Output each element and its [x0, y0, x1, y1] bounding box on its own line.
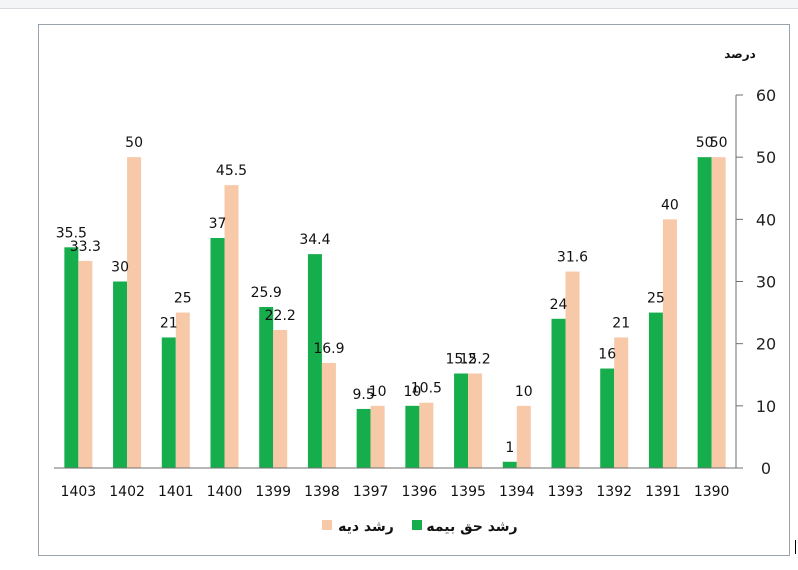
legend-layer: رشد حق بیمه رشد دیه: [322, 519, 518, 535]
bar-premium-growth: [259, 306, 274, 468]
bar-compensation-growth: [468, 373, 483, 468]
compensation-growth-value-label: 10.5: [411, 381, 442, 397]
bar-premium-growth: [210, 237, 225, 468]
compensation-growth-value-label: 25: [174, 291, 192, 307]
bar-compensation-growth: [711, 157, 726, 468]
bar-premium-growth: [502, 461, 517, 468]
bar-compensation-growth: [127, 157, 142, 468]
bar-premium-growth: [161, 337, 176, 468]
x-category-label: 1395: [450, 484, 486, 500]
bar-premium-growth: [600, 368, 615, 468]
y-tick-label: 20: [756, 335, 776, 354]
legend-label-premium-growth: رشد حق بیمه: [426, 519, 517, 535]
compensation-growth-value-label: 10: [369, 384, 387, 400]
compensation-growth-value-label: 21: [612, 315, 630, 331]
y-tick-label: 40: [756, 210, 776, 229]
x-category-label: 1403: [61, 484, 97, 500]
x-category-label: 1396: [402, 484, 438, 500]
bar-premium-growth: [405, 405, 420, 468]
bar-premium-growth: [551, 318, 566, 468]
bar-compensation-growth: [78, 260, 93, 468]
y-tick-label: 60: [756, 86, 776, 105]
premium-growth-value-label: 37: [209, 216, 227, 232]
premium-growth-value-label: 25: [647, 291, 665, 307]
bar-compensation-growth: [662, 219, 677, 468]
compensation-growth-value-label: 16.9: [313, 341, 344, 357]
bar-premium-growth: [697, 157, 712, 468]
bar-premium-growth: [113, 281, 128, 468]
x-category-label: 1393: [548, 484, 584, 500]
x-category-label: 1392: [596, 484, 632, 500]
bar-compensation-growth: [175, 312, 190, 468]
x-category-label: 1390: [694, 484, 730, 500]
bar-premium-growth: [454, 373, 469, 468]
compensation-growth-value-label: 33.3: [70, 239, 101, 255]
premium-growth-value-label: 30: [111, 260, 129, 276]
premium-growth-value-label: 24: [550, 297, 568, 313]
compensation-growth-value-label: 50: [125, 135, 143, 151]
bar-compensation-growth: [224, 185, 239, 468]
frame-edge-marker: [795, 540, 796, 554]
bar-compensation-growth: [565, 271, 580, 468]
legend-swatch-compensation-growth: [322, 520, 332, 530]
x-category-label: 1400: [207, 484, 243, 500]
premium-growth-value-label: 1: [505, 440, 514, 456]
x-category-label: 1402: [109, 484, 145, 500]
premium-growth-value-label: 21: [160, 315, 178, 331]
compensation-growth-value-label: 15.2: [459, 352, 490, 368]
compensation-growth-value-label: 10: [515, 384, 533, 400]
x-category-label: 1401: [158, 484, 194, 500]
premium-growth-value-label: 50: [696, 135, 714, 151]
premium-growth-value-label: 9.5: [353, 387, 375, 403]
bar-premium-growth: [648, 312, 663, 468]
bars-layer: [64, 157, 726, 468]
premium-growth-value-label: 16: [598, 347, 616, 363]
x-category-label: 1399: [255, 484, 291, 500]
compensation-growth-value-label: 31.6: [557, 250, 588, 266]
premium-growth-value-label: 10: [403, 384, 421, 400]
bar-compensation-growth: [370, 405, 385, 468]
data-labels-layer: 5050254016212431.611015.215.21010.59.510…: [56, 135, 728, 456]
y-tick-label: 0: [761, 459, 771, 478]
legend-swatch-premium-growth: [412, 520, 422, 530]
compensation-growth-value-label: 40: [661, 197, 679, 213]
bar-compensation-growth: [614, 337, 629, 468]
bar-compensation-growth: [273, 329, 288, 468]
premium-growth-value-label: 25.9: [251, 285, 282, 301]
bar-compensation-growth: [516, 405, 531, 468]
compensation-growth-value-label: 22.2: [265, 308, 296, 324]
legend-label-compensation-growth: رشد دیه: [338, 519, 394, 535]
premium-growth-value-label: 15.2: [445, 352, 476, 368]
premium-growth-value-label: 35.5: [56, 225, 87, 241]
y-tick-label: 30: [756, 273, 776, 292]
bar-premium-growth: [356, 408, 371, 468]
x-category-label: 1391: [645, 484, 681, 500]
x-category-label: 1394: [499, 484, 535, 500]
bar-compensation-growth: [419, 402, 434, 468]
y-tick-label: 10: [756, 397, 776, 416]
y-tick-label: 50: [756, 148, 776, 167]
bar-premium-growth: [307, 254, 322, 468]
y-axis-unit-label: درصد: [724, 47, 756, 61]
axis-layer: 0 10 20 30 40 50 60 درصد 1390 1391 1392 1393 1394 139…: [54, 47, 776, 500]
bar-premium-growth: [64, 247, 79, 468]
premium-growth-value-label: 34.4: [299, 232, 330, 248]
compensation-growth-value-label: 50: [710, 135, 728, 151]
x-category-label: 1397: [353, 484, 389, 500]
bar-compensation-growth: [321, 362, 336, 468]
compensation-growth-value-label: 45.5: [216, 163, 247, 179]
x-category-label: 1398: [304, 484, 340, 500]
top-strip: [0, 0, 798, 9]
